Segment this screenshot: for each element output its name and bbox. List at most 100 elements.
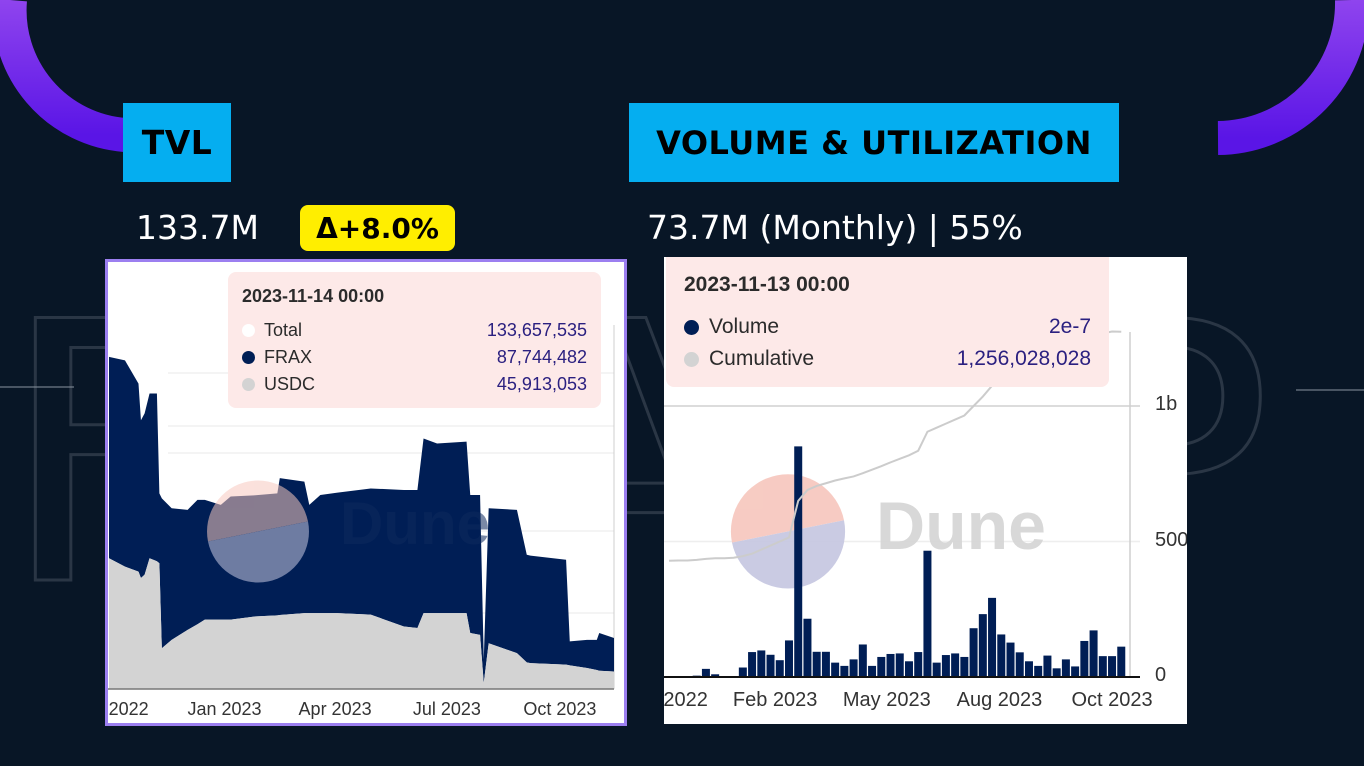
volume-bar: [701, 668, 710, 677]
volume-bar: [877, 656, 886, 677]
volume-bar: [1108, 656, 1117, 677]
tooltip-row-usdc: USDC 45,913,053: [242, 374, 615, 395]
tooltip-date: 2023-11-13 00:00: [684, 273, 850, 296]
volume-bar: [997, 634, 1006, 677]
x-tick-label: Aug 2023: [956, 689, 1043, 711]
tooltip-value: 2e-7: [1048, 315, 1091, 338]
tooltip-name: USDC: [264, 374, 316, 394]
dune-watermark: Dune: [207, 480, 490, 583]
legend-dot-usdc: [242, 378, 255, 391]
volume-bar: [738, 667, 747, 677]
volume-bar: [978, 614, 987, 677]
volume-bar: [840, 665, 849, 677]
decorative-arc-right: [1217, 0, 1364, 155]
volume-bar: [1098, 656, 1107, 677]
volume-bar: [932, 662, 941, 677]
tooltip-value: 1,256,028,028: [956, 347, 1091, 370]
x-tick-label: Oct 2023: [1071, 689, 1153, 711]
volume-chart: Dune: [664, 330, 1140, 678]
x-tick-label: Jan 2023: [187, 699, 262, 719]
volume-bar: [711, 674, 720, 677]
tooltip-row-cumulative: Cumulative 1,256,028,028: [684, 347, 1127, 371]
volume-bar: [1052, 668, 1061, 677]
volume-bar: [849, 659, 858, 677]
volume-bar: [821, 651, 830, 677]
volume-bar: [1117, 646, 1126, 677]
x-tick-label: Jul 2023: [412, 699, 481, 719]
volume-bar: [895, 653, 904, 677]
tvl-chart: Dune: [108, 325, 615, 690]
x-tick-label: Feb 2023: [732, 689, 818, 711]
volume-utilization-value: 73.7M (Monthly) | 55%: [647, 208, 1023, 247]
volume-bar: [1061, 659, 1070, 677]
volume-bar: [1024, 661, 1033, 677]
dune-watermark: Dune: [730, 474, 1046, 589]
legend-dot-total: [242, 324, 255, 337]
volume-bar: [914, 652, 923, 677]
volume-bar: [951, 653, 960, 677]
tooltip-name: FRAX: [264, 347, 313, 367]
tooltip-name: Volume: [709, 315, 780, 338]
volume-section-label: VOLUME & UTILIZATION: [629, 103, 1119, 182]
tvl-section-label: TVL: [123, 103, 231, 182]
volume-bar: [757, 650, 766, 677]
tooltip-row-total: Total 133,657,535: [242, 320, 615, 341]
dune-logo-bottom: [208, 521, 309, 583]
dune-logo-top: [207, 480, 308, 542]
x-tick-label: May 2023: [842, 689, 931, 711]
volume-bar: [794, 446, 803, 677]
volume-bar: [858, 644, 867, 677]
volume-bar: [1034, 665, 1043, 677]
y-tick-label: 500: [1155, 528, 1187, 551]
volume-bar: [988, 597, 997, 677]
frax-area: [109, 356, 614, 683]
volume-bar: [812, 651, 821, 677]
tooltip-row-volume: Volume 2e-7: [684, 315, 1127, 339]
tvl-delta-badge: Δ+8.0%: [300, 205, 455, 251]
volume-bar: [1006, 642, 1015, 677]
volume-bar: [923, 550, 932, 677]
tooltip-row-frax: FRAX 87,744,482: [242, 347, 615, 368]
legend-dot-frax: [242, 351, 255, 364]
tooltip-name: Total: [264, 320, 303, 340]
legend-dot-volume: [684, 319, 699, 335]
volume-chart-panel: Dune 0 500 1b 2022 Feb 2023 May 2023 Aug 2023 O…: [664, 257, 1187, 724]
tvl-chart-panel: Dune 2022 Jan 2023 Apr 2023 Jul 2023 Oct 202…: [105, 259, 627, 726]
volume-bar: [941, 655, 950, 677]
tvl-value: 133.7M: [136, 208, 259, 247]
volume-bar: [960, 656, 969, 677]
legend-dot-cumulative: [684, 351, 699, 367]
volume-bar: [803, 618, 812, 677]
usdc-area: [109, 558, 614, 689]
volume-bar: [969, 628, 978, 677]
tooltip-date: 2023-11-14 00:00: [242, 286, 385, 306]
volume-tooltip: 2023-11-13 00:00 Volume 2e-7 Cumulative …: [666, 257, 1109, 387]
dune-logo-top: [730, 474, 844, 543]
volume-bar: [766, 654, 775, 677]
tooltip-value: 133,657,535: [486, 320, 587, 340]
volume-bar: [868, 665, 877, 677]
volume-bar: [1080, 640, 1089, 677]
decorative-arc-left: [0, 0, 127, 152]
dune-watermark-text: Dune: [340, 490, 490, 557]
volume-bar: [748, 652, 757, 677]
volume-bar: [1015, 652, 1024, 677]
tvl-tooltip: 2023-11-14 00:00 Total 133,657,535 FRAX …: [228, 272, 601, 408]
volume-bar: [831, 662, 840, 677]
volume-bar: [886, 653, 895, 677]
y-tick-label: 0: [1155, 664, 1167, 686]
x-tick-label: Oct 2023: [523, 699, 597, 719]
volume-bar: [904, 661, 913, 677]
dune-watermark-text: Dune: [876, 488, 1046, 564]
x-tick-label: 2022: [664, 689, 708, 711]
volume-bar: [784, 640, 793, 677]
dune-logo-bottom: [732, 520, 846, 589]
tooltip-value: 45,913,053: [496, 374, 587, 394]
volume-bar: [1089, 630, 1098, 677]
tooltip-name: Cumulative: [709, 347, 815, 370]
y-tick-label: 1b: [1155, 393, 1178, 415]
volume-bar: [1043, 655, 1052, 677]
x-tick-label: 2022: [108, 699, 149, 719]
x-tick-label: Apr 2023: [298, 699, 372, 719]
tooltip-value: 87,744,482: [496, 347, 587, 367]
